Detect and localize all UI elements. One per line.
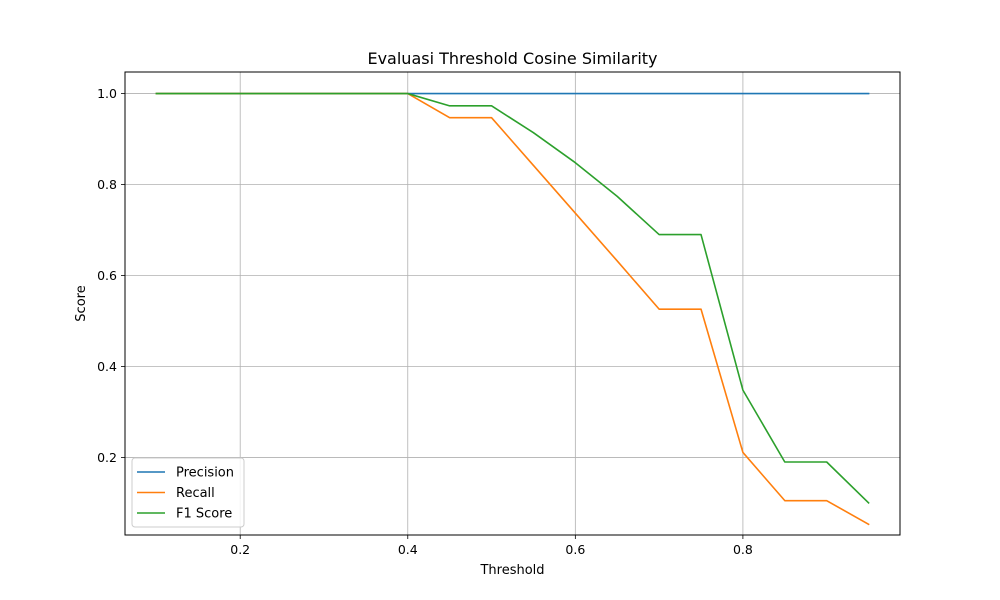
x-axis-label: Threshold [479, 563, 544, 578]
legend-label-f1-score: F1 Score [176, 507, 232, 522]
series-line-recall [155, 92, 870, 526]
legend-label-precision: Precision [176, 466, 234, 481]
ticks: 0.2 0.4 0.6 0.8 0.2 0.4 0.6 0.8 1.0 [97, 86, 753, 557]
x-tick-label: 0.8 [733, 542, 753, 557]
y-tick-label: 0.2 [97, 450, 117, 465]
y-tick-label: 1.0 [97, 86, 117, 101]
y-tick-label: 0.8 [97, 177, 117, 192]
x-tick-label: 0.2 [230, 542, 250, 557]
legend-label-recall: Recall [176, 486, 215, 501]
chart-title: Evaluasi Threshold Cosine Similarity [367, 49, 657, 68]
y-tick-label: 0.4 [97, 359, 117, 374]
x-tick-label: 0.4 [398, 542, 418, 557]
x-tick-label: 0.6 [565, 542, 585, 557]
y-axis-label: Score [74, 285, 89, 321]
y-tick-label: 0.6 [97, 268, 117, 283]
series-lines [155, 92, 870, 526]
plot-frame [124, 71, 901, 536]
legend-box [131, 457, 245, 528]
series-line-f1-score [155, 92, 870, 505]
legend: Precision Recall F1 Score [131, 457, 245, 528]
